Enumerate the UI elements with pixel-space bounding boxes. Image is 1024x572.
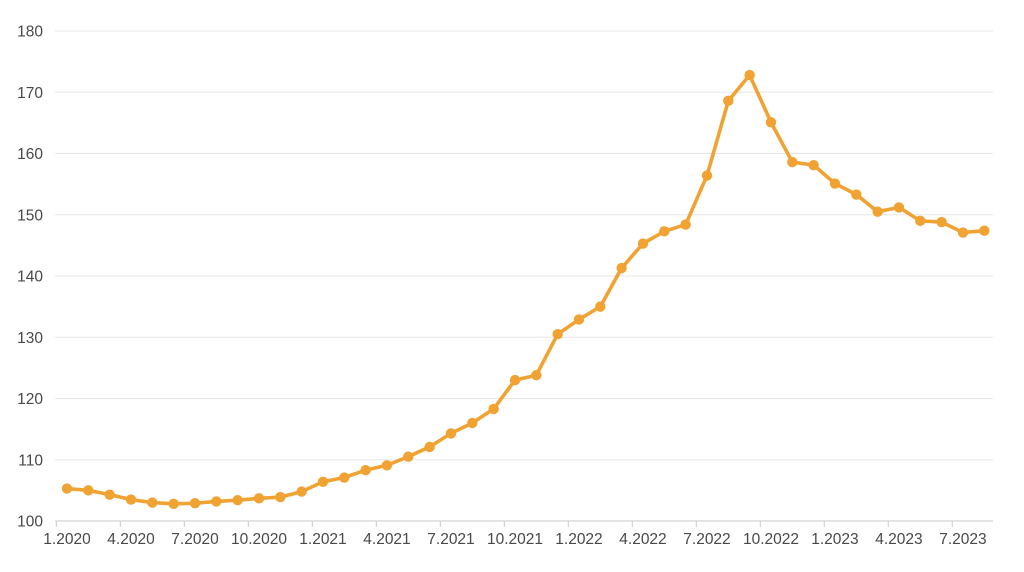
data-point[interactable] xyxy=(83,485,94,496)
data-point[interactable] xyxy=(851,189,862,200)
data-point[interactable] xyxy=(189,498,201,509)
data-point[interactable] xyxy=(232,494,243,506)
data-point[interactable] xyxy=(957,227,969,238)
data-point[interactable] xyxy=(488,403,499,415)
data-point[interactable] xyxy=(424,441,435,453)
data-point[interactable] xyxy=(829,178,841,189)
data-point[interactable] xyxy=(637,238,649,249)
x-axis-tick-label: 10.2020 xyxy=(231,531,287,548)
data-point[interactable] xyxy=(531,370,542,381)
data-point[interactable] xyxy=(403,451,414,462)
data-point[interactable] xyxy=(296,486,307,497)
data-point[interactable] xyxy=(573,314,585,325)
y-axis-tick-label: 100 xyxy=(17,514,43,531)
data-point[interactable] xyxy=(701,170,713,181)
data-point[interactable] xyxy=(616,262,627,274)
x-axis-tick-label: 4.2020 xyxy=(107,531,155,548)
data-point[interactable] xyxy=(360,464,371,476)
y-axis-tick-label: 150 xyxy=(17,207,43,224)
data-point[interactable] xyxy=(445,428,457,439)
data-point[interactable] xyxy=(744,69,755,81)
x-axis-tick-label: 7.2023 xyxy=(939,531,986,548)
series-line xyxy=(65,73,987,506)
data-point[interactable] xyxy=(765,117,777,128)
y-axis-tick-label: 140 xyxy=(17,269,43,286)
data-point[interactable] xyxy=(509,374,521,386)
data-point[interactable] xyxy=(680,219,691,230)
x-axis-tick-label: 4.2022 xyxy=(619,531,666,548)
data-point[interactable] xyxy=(125,494,137,505)
data-point[interactable] xyxy=(317,476,329,487)
x-axis-tick-label: 1.2021 xyxy=(299,531,346,548)
data-point[interactable] xyxy=(872,206,883,217)
x-axis-tick-label: 7.2022 xyxy=(683,531,730,548)
x-axis-tick-label: 1.2022 xyxy=(555,531,602,548)
data-point[interactable] xyxy=(723,95,734,107)
x-axis-tick-label: 4.2023 xyxy=(875,531,922,548)
data-point[interactable] xyxy=(275,491,286,503)
x-axis-tick-label: 10.2021 xyxy=(487,531,543,548)
y-axis-tick-label: 180 xyxy=(17,24,43,41)
data-point[interactable] xyxy=(915,215,926,227)
data-point[interactable] xyxy=(936,216,947,228)
y-axis-tick-label: 120 xyxy=(17,391,43,408)
x-axis-tick-label: 10.2022 xyxy=(743,531,799,548)
x-axis-tick-label: 7.2021 xyxy=(427,531,474,548)
data-point[interactable] xyxy=(253,493,265,504)
data-point[interactable] xyxy=(61,483,73,494)
data-point[interactable] xyxy=(381,460,393,471)
data-point[interactable] xyxy=(467,417,478,429)
x-axis-tick-label: 1.2023 xyxy=(811,531,858,548)
data-point[interactable] xyxy=(979,225,990,236)
y-axis-tick-label: 170 xyxy=(17,85,43,102)
data-point[interactable] xyxy=(893,202,905,213)
data-point[interactable] xyxy=(168,498,179,510)
data-point[interactable] xyxy=(659,226,670,237)
data-point[interactable] xyxy=(211,496,222,507)
data-point[interactable] xyxy=(595,301,606,312)
data-point[interactable] xyxy=(147,497,158,508)
y-axis-tick-label: 160 xyxy=(17,146,43,163)
x-axis-tick-label: 7.2020 xyxy=(171,531,219,548)
y-axis-tick-label: 110 xyxy=(18,452,43,469)
data-point[interactable] xyxy=(787,156,798,168)
y-axis-tick-label: 130 xyxy=(17,330,43,347)
data-point[interactable] xyxy=(808,159,819,171)
x-axis-tick-label: 4.2021 xyxy=(363,531,410,548)
data-point[interactable] xyxy=(339,472,350,483)
data-point[interactable] xyxy=(552,328,563,340)
data-point[interactable] xyxy=(104,489,115,500)
x-axis-tick-label: 1.2020 xyxy=(43,531,91,548)
